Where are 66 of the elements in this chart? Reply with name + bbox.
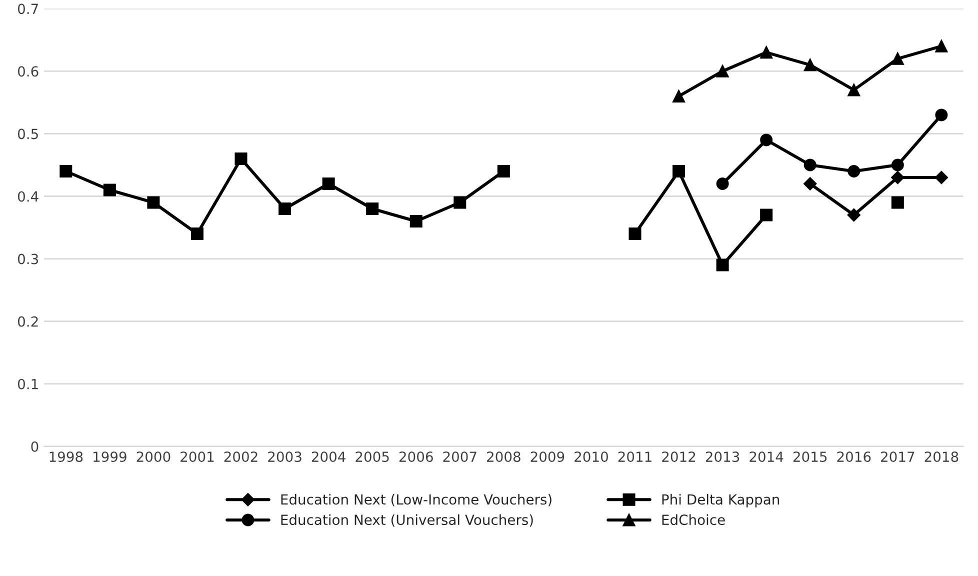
x-tick-label: 2000 [136,452,170,462]
point [847,208,860,222]
point [672,90,686,102]
point [760,46,773,59]
x-tick-label: 2002 [224,452,258,462]
point [190,228,204,240]
x-tick-label: 2012 [662,452,696,462]
point [716,64,729,78]
point [628,228,642,240]
x-tick-label: 1999 [94,452,126,462]
x-tick-label: 2017 [881,452,914,462]
legend-label: Education Next (Universal Vouchers) [281,514,533,527]
point [891,52,904,65]
y-tick-label: 0.6 [18,66,38,77]
point [848,164,860,178]
point [891,196,904,209]
x-tick-label: 2008 [487,452,520,462]
y-tick-label: 0.1 [18,378,38,390]
legend-label: Education Next (Low-Income Vouchers) [281,494,552,506]
point [935,108,948,122]
point [234,152,248,165]
point [848,84,860,96]
point [716,258,729,272]
y-tick-label: 0 [31,441,38,452]
point [760,134,773,146]
x-tick-label: 2013 [706,452,740,462]
x-tick-label: 2007 [443,452,476,462]
point [891,158,904,172]
point [934,170,948,184]
x-tick-label: 2006 [399,452,433,462]
x-tick-label: 2014 [750,452,784,462]
point [804,58,816,72]
y-tick-label: 0.5 [18,128,38,140]
x-tick-label: 2011 [618,452,652,462]
x-tick-label: 2009 [530,452,564,462]
y-tick-label: 0.3 [18,254,38,264]
point [935,40,948,52]
point [497,164,510,178]
x-tick-label: 2001 [180,452,214,462]
y-tick-label: 0.2 [18,316,38,327]
legend-label: EdChoice [662,514,725,526]
point [454,196,466,209]
point [804,158,816,172]
point [147,196,160,209]
point [366,202,379,216]
x-tick-label: 2005 [356,452,389,462]
legend-label: Phi Delta Kappan [662,494,780,508]
point [60,164,72,178]
point [760,208,773,222]
point [891,170,904,184]
x-tick-label: 2015 [793,452,827,462]
x-tick-label: 2003 [268,452,302,462]
point [322,177,335,190]
y-tick-label: 0.7 [18,4,38,14]
point [278,202,292,216]
point [716,177,729,190]
x-tick-label: 2004 [312,452,346,462]
x-tick-label: 2018 [924,452,958,462]
point [672,164,686,178]
point [804,177,817,190]
point [410,215,422,228]
x-tick-label: 2010 [574,452,608,462]
y-tick-label: 0.4 [18,191,38,202]
point [103,184,116,196]
x-tick-label: 2016 [837,452,871,462]
x-tick-label: 1998 [50,452,83,462]
